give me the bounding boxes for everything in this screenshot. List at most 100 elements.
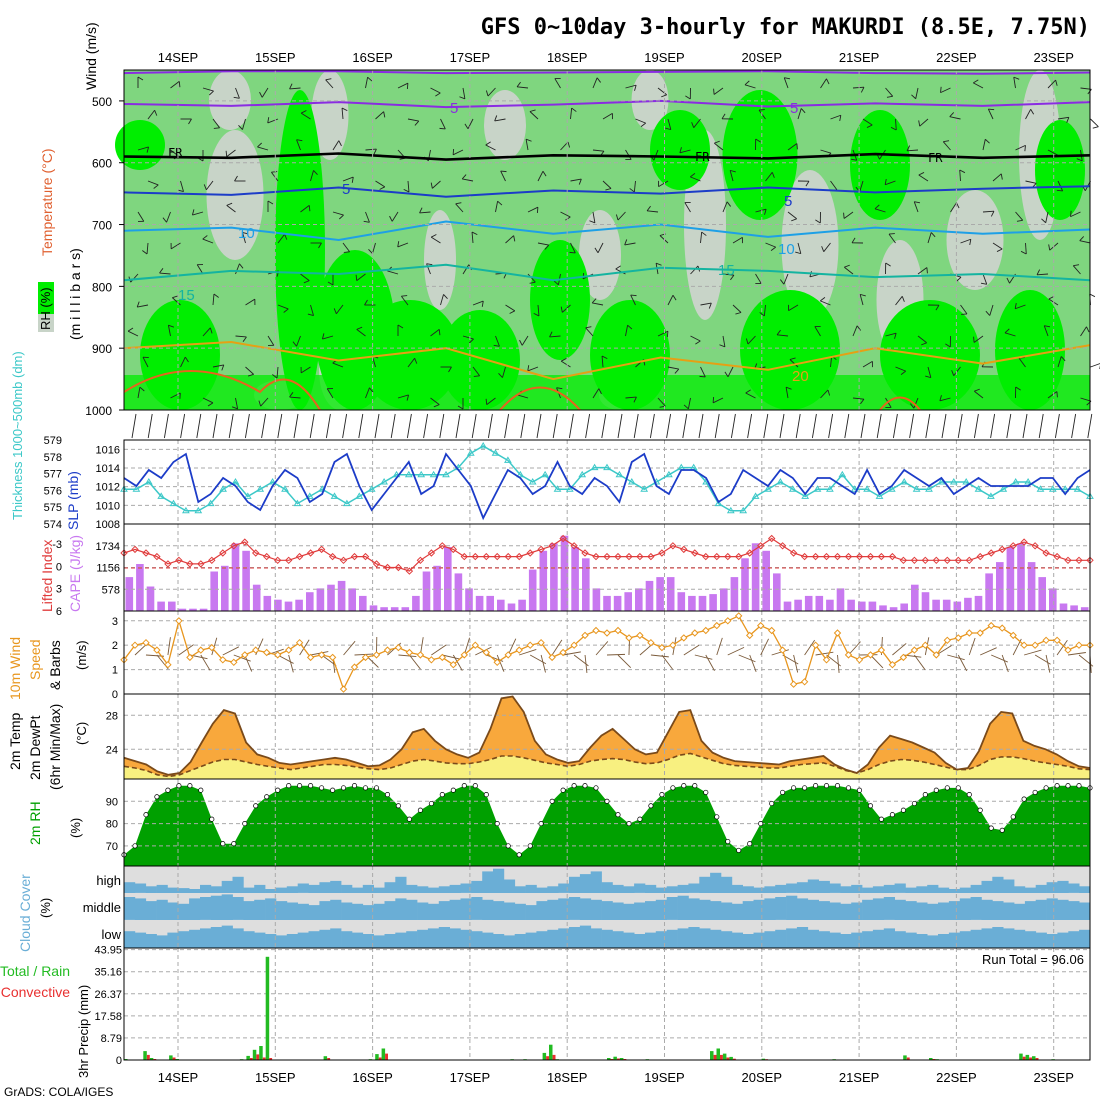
surface-wind-barb-10m [409,655,420,669]
cloud-cover-bar [547,886,558,893]
surface-wind-barb-10m [958,655,966,671]
date-label-top: 18SEP [547,50,587,65]
slp-tick-label: 1012 [96,482,120,494]
rh2m-point [748,842,752,846]
date-label-top: 21SEP [839,50,879,65]
upper-wind-barb [1090,294,1096,305]
cloud-cover-bar [471,897,482,920]
cloud-cover-bar [254,933,265,948]
surface-wind-barb [132,414,136,438]
contour-label: 10 [778,241,795,258]
wind-speed-point [604,630,610,636]
cloud-cover-bar [558,898,569,920]
cloud-cover-bar [591,871,602,893]
cloud-cover-bar [688,898,699,920]
cape-bar [1049,588,1057,611]
cloud-cover-bar [623,904,634,920]
cloud-cover-bar [634,903,645,921]
cloud-cover-bar [146,886,157,893]
cloud-cover-bar [569,877,580,893]
wind-speed-point [835,630,841,636]
cloud-cover-bar [385,882,396,893]
precip-total-bar [246,1056,250,1060]
contour-label: 5 [790,100,798,117]
cloud-cover-bar [743,934,754,948]
cape-bar [964,598,972,611]
cape-bar [348,588,356,611]
precip-total-bar [717,1049,721,1061]
axis-label: & Barbs [47,640,63,690]
slp-tick-label: 1014 [96,463,120,475]
thickness-tick-label: 576 [44,485,62,497]
cloud-cover-bar [721,903,732,921]
cloud-cover-bar [352,888,363,893]
surface-wind-barb [910,414,914,438]
cape-bar [136,564,144,611]
cloud-cover-bar [786,928,797,948]
rh2m-point [308,784,312,788]
precip-run-total: Run Total = 96.06 [982,952,1084,967]
cloud-cover-bar [254,900,265,920]
cape-bar [1028,562,1036,611]
cape-bar [497,600,505,611]
surface-wind-barb-10m [739,655,756,662]
surface-wind-barb [1088,414,1092,438]
cloud-cover-bar [504,903,515,921]
rh2m-point [462,784,466,788]
contour-label: 15 [178,287,195,304]
precip-total-bar [169,1055,173,1060]
cloud-cover-bar [612,903,623,921]
rh2m-point [945,786,949,790]
rh2m-point [319,786,323,790]
cloud-cover-bar [1025,931,1036,948]
rh2m-point [210,817,214,821]
cloud-cover-bar [178,931,189,948]
chart-title: GFS 0~10day 3-hourly for MAKURDI (8.5E, … [481,15,1090,40]
cloud-cover-bar [515,886,526,893]
surface-wind-barb-10m [223,647,239,655]
cape-bar [264,596,272,611]
barb-flag [1090,294,1095,297]
cloud-cover-bar [233,877,244,893]
axis-label: RH (%) [38,287,53,330]
rh2m-point [901,808,905,812]
cloud-cover-bar [949,901,960,920]
cloud-cover-bar [612,885,623,893]
surface-wind-barb-10m [168,637,171,655]
cloud-cover-bar [298,904,309,920]
rh2m-point [177,784,181,788]
rh2m-point [221,842,225,846]
pressure-tick-label: 900 [92,342,112,356]
rh2m-point [605,799,609,803]
surface-wind-barb-10m [706,655,715,671]
cloud-cover-bar [699,928,710,948]
rh2m-point [265,795,269,799]
cape-bar [465,588,473,611]
cloud-cover-bar [135,898,146,920]
surface-wind-barb-10m [1002,655,1008,672]
precip-tick-label: 43.95 [94,945,122,957]
rh2m-point [1011,815,1015,819]
precip-total-bar [259,1046,263,1060]
rh2m-point [352,784,356,788]
cloud-cover-bar [124,931,135,948]
cloud-cover-bar [667,930,678,948]
cloud-cover-bar [743,901,754,920]
cloud-cover-bar [623,886,634,893]
cape-bar [741,558,749,611]
cloud-cover-bar [1068,884,1079,893]
precip-convective-bar [553,1055,556,1060]
precip-total-bar [375,1054,379,1060]
cloud-cover-bar [526,933,537,948]
surface-wind-barb-10m [398,655,416,657]
surface-wind-barb [731,414,735,438]
surface-wind-barb-10m [695,655,712,659]
thickness-tick-label: 575 [44,502,62,514]
rh2m-point [813,784,817,788]
cloud-cover-bar [656,888,667,893]
cloud-cover-bar [1047,882,1058,893]
cloud-cover-bar [906,888,917,893]
cloud-cover-bar [710,873,721,893]
cape-bar [253,585,261,611]
cloud-cover-bar [200,897,211,920]
